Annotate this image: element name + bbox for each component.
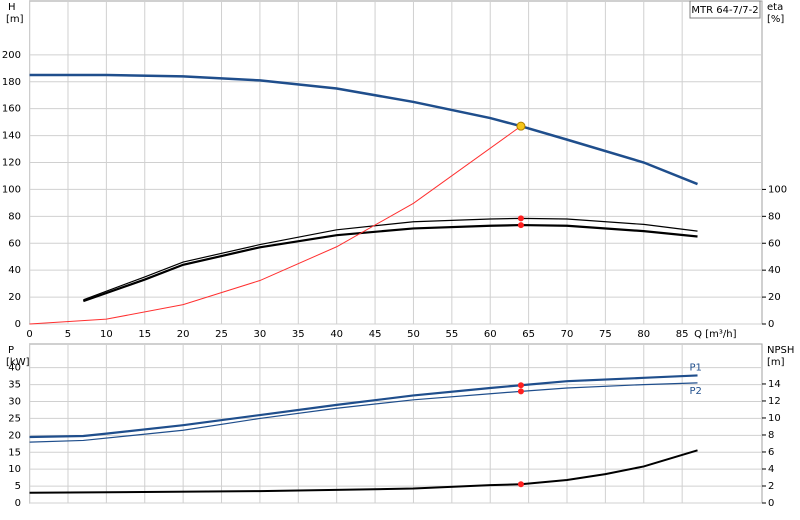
y-tick-label: 200 (2, 50, 21, 61)
y-tick-label: 80 (8, 211, 21, 222)
x-tick-label: 5 (65, 329, 71, 340)
y-axis-unit: [m] (6, 14, 24, 25)
y-tick-label: 0 (15, 319, 21, 330)
y-tick-label: 160 (2, 104, 21, 115)
y-axis-label: H (8, 2, 16, 13)
x-tick-label: 75 (599, 329, 612, 340)
x-tick-label: 15 (138, 329, 151, 340)
y-tick-label: 20 (8, 430, 21, 441)
x-tick-label: 65 (522, 329, 535, 340)
y-tick-label: 40 (8, 265, 21, 276)
x-tick-label: 25 (215, 329, 228, 340)
x-axis-label: Q [m³/h] (694, 329, 736, 340)
duty-point (517, 382, 524, 389)
y-tick-label: 100 (2, 184, 21, 195)
x-tick-label: 50 (407, 329, 420, 340)
y2-tick-label: 4 (768, 464, 774, 475)
y2-tick-label: 8 (768, 430, 774, 441)
x-tick-label: 85 (676, 329, 689, 340)
y-tick-label: 10 (8, 464, 21, 475)
y-tick-label: 0 (15, 498, 21, 509)
duty-point (516, 121, 526, 131)
y-tick-label: 180 (2, 77, 21, 88)
y2-tick-label: 2 (768, 481, 774, 492)
model-box (689, 0, 761, 19)
curve (83, 217, 698, 301)
duty-point (517, 215, 524, 222)
y-tick-label: 140 (2, 131, 21, 142)
y-tick-label: 40 (8, 363, 21, 374)
curve (29, 73, 698, 186)
x-tick-label: 0 (26, 329, 32, 340)
y-tick-label: 30 (8, 397, 21, 408)
x-tick-label: 30 (254, 329, 267, 340)
x-tick-label: 55 (445, 329, 458, 340)
curve (29, 382, 698, 443)
y2-tick-label: 6 (768, 447, 774, 458)
duty-point (517, 222, 524, 229)
duty-point (517, 388, 524, 395)
x-tick-label: 45 (369, 329, 382, 340)
y-tick-label: 25 (8, 413, 21, 424)
x-tick-label: 60 (484, 329, 497, 340)
x-tick-label: 10 (100, 329, 113, 340)
curve (29, 374, 698, 439)
y-tick-label: 20 (8, 292, 21, 303)
y2-axis-unit: [m] (767, 357, 785, 368)
x-tick-label: 70 (561, 329, 574, 340)
series-label: P2 (690, 386, 702, 397)
y2-axis-label: eta (767, 2, 783, 13)
y2-tick-label: 0 (768, 319, 774, 330)
y-tick-label: 5 (15, 481, 21, 492)
y2-tick-label: 80 (768, 211, 781, 222)
y2-axis-label: NPSH (767, 345, 794, 356)
y2-tick-label: 100 (768, 184, 787, 195)
y2-tick-label: 14 (768, 379, 781, 390)
curve (82, 223, 698, 303)
x-tick-label: 20 (177, 329, 190, 340)
y2-tick-label: 40 (768, 265, 781, 276)
y2-tick-label: 60 (768, 238, 781, 249)
series-label: P1 (690, 362, 702, 373)
model-label: MTR 64-7/7-2 (691, 5, 758, 16)
x-tick-label: 40 (330, 329, 343, 340)
y2-axis-unit: [%] (767, 14, 784, 25)
y-tick-label: 120 (2, 158, 21, 169)
y-axis-label: P (8, 345, 14, 356)
curve (29, 125, 522, 325)
x-tick-label: 35 (292, 329, 305, 340)
y2-tick-label: 20 (768, 292, 781, 303)
y2-tick-label: 10 (768, 413, 781, 424)
y2-tick-label: 12 (768, 396, 781, 407)
y-tick-label: 15 (8, 447, 21, 458)
y-axis-unit: [kW] (6, 357, 30, 368)
duty-point (517, 481, 524, 488)
y-tick-label: 60 (8, 238, 21, 249)
y-tick-label: 35 (8, 380, 21, 391)
y2-tick-label: 0 (768, 498, 774, 509)
x-tick-label: 80 (637, 329, 650, 340)
